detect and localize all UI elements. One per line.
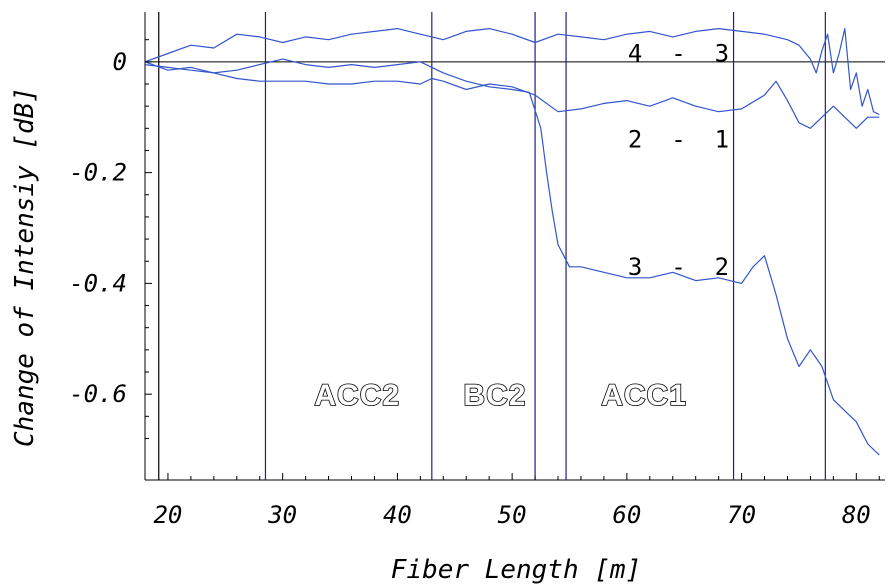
region-divider-lines <box>158 12 826 480</box>
x-tick-label-30: 30 <box>267 501 297 529</box>
y-tick-label-3: -0.6 <box>69 380 127 408</box>
y-axis-ticks: 0 -0.2 -0.4 -0.6 <box>69 39 152 439</box>
x-tick-label-80: 80 <box>842 501 871 529</box>
y-tick-label-1: -0.2 <box>69 159 127 187</box>
region-label-acc2: ACC2 <box>314 379 400 412</box>
x-axis-ticks: 20 30 40 50 60 70 80 <box>153 473 880 529</box>
x-tick-label-40: 40 <box>383 501 412 529</box>
plot-frame <box>144 12 885 481</box>
x-tick-label-60: 60 <box>612 501 641 529</box>
series-label-0: 4 - 3 <box>628 40 729 68</box>
series-label-1: 2 - 1 <box>628 125 729 153</box>
y-tick-label-0: 0 <box>113 48 127 76</box>
series-labels: 4 - 3 2 - 1 3 - 2 <box>628 40 729 281</box>
region-label-acc1: ACC1 <box>601 379 687 412</box>
series-line-0 <box>144 28 880 116</box>
region-label-bc2: BC2 <box>463 379 526 412</box>
series-lines <box>144 28 880 456</box>
y-axis-label: Change of Intensiy [dB] <box>10 87 40 447</box>
x-tick-label-70: 70 <box>727 501 756 529</box>
x-axis-label: Fiber Length [m] <box>391 555 641 585</box>
series-line-1 <box>144 61 880 129</box>
y-tick-label-2: -0.4 <box>69 269 127 297</box>
x-tick-label-20: 20 <box>153 501 182 529</box>
region-labels: ACC2 BC2 ACC1 <box>314 378 687 413</box>
x-tick-label-50: 50 <box>498 501 527 529</box>
series-line-2 <box>144 58 880 456</box>
series-label-2: 3 - 2 <box>628 253 729 281</box>
